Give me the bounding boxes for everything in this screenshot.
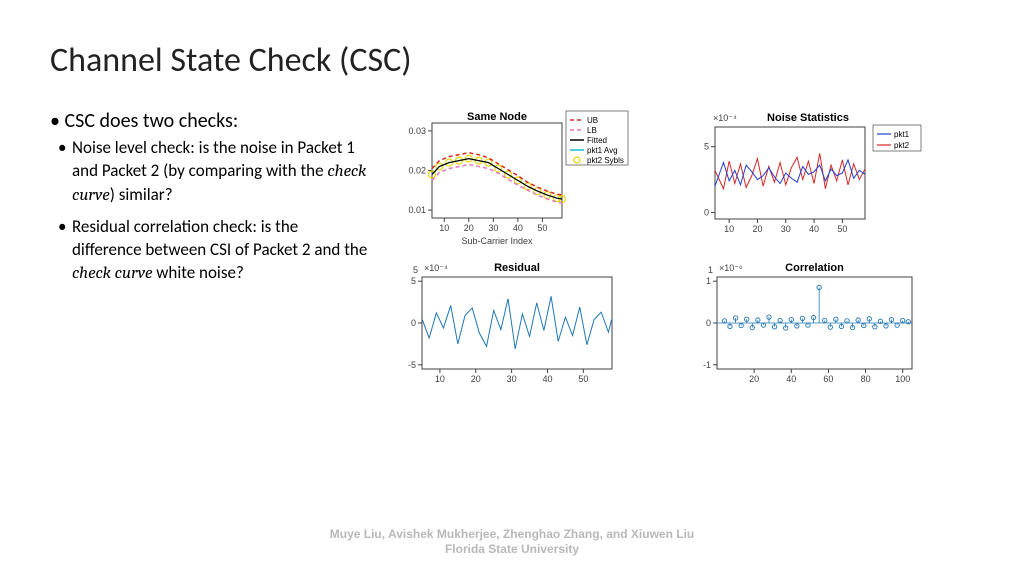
svg-text:UB: UB bbox=[587, 116, 598, 125]
slide-title: Channel State Check (CSC) bbox=[50, 40, 974, 81]
svg-text:40: 40 bbox=[513, 223, 523, 233]
svg-text:Noise Statistics: Noise Statistics bbox=[767, 112, 849, 124]
svg-text:1: 1 bbox=[706, 276, 711, 286]
svg-text:20: 20 bbox=[749, 374, 759, 384]
svg-text:40: 40 bbox=[809, 224, 819, 234]
svg-text:10: 10 bbox=[435, 374, 445, 384]
chart-same-node: Same Node 10 20 30 40 50 0.01 0.02 0.03 Sub-Carri… bbox=[390, 109, 630, 249]
svg-text:50: 50 bbox=[837, 224, 847, 234]
bullet-main: CSC does two checks: Noise level check: … bbox=[50, 109, 370, 286]
svg-text:100: 100 bbox=[895, 374, 910, 384]
svg-text:×10⁻⁴: ×10⁻⁴ bbox=[713, 113, 737, 123]
svg-text:0.02: 0.02 bbox=[408, 166, 426, 176]
svg-text:30: 30 bbox=[507, 374, 517, 384]
svg-text:10: 10 bbox=[724, 224, 734, 234]
svg-text:5: 5 bbox=[704, 142, 709, 152]
footer-authors: Muye Liu, Avishek Mukherjee, Zhenghao Zh… bbox=[0, 527, 1024, 543]
bullet-sub2: Residual correlation check: is the diffe… bbox=[72, 216, 370, 286]
slide-container: Channel State Check (CSC) CSC does two c… bbox=[0, 0, 1024, 399]
svg-text:pkt1: pkt1 bbox=[894, 130, 910, 139]
svg-text:Residual: Residual bbox=[494, 262, 540, 274]
footer: Muye Liu, Avishek Mukherjee, Zhenghao Zh… bbox=[0, 527, 1024, 558]
svg-text:1: 1 bbox=[708, 265, 713, 275]
svg-text:10: 10 bbox=[439, 223, 449, 233]
content-row: CSC does two checks: Noise level check: … bbox=[50, 109, 974, 399]
charts-grid: Same Node10203040500.010.020.03Sub-Carri… bbox=[390, 109, 974, 399]
svg-text:60: 60 bbox=[823, 374, 833, 384]
svg-text:0.03: 0.03 bbox=[408, 126, 426, 136]
svg-text:×10⁻⁴: ×10⁻⁴ bbox=[424, 263, 448, 273]
svg-text:20: 20 bbox=[471, 374, 481, 384]
svg-text:pkt2 Sybls: pkt2 Sybls bbox=[587, 156, 624, 165]
svg-text:50: 50 bbox=[537, 223, 547, 233]
svg-text:0: 0 bbox=[706, 318, 711, 328]
footer-affiliation: Florida State University bbox=[0, 542, 1024, 558]
chart-residual: Residual ×10⁻⁴ 5 10 20 30 40 50 -5 0 5 bbox=[390, 259, 630, 399]
svg-text:30: 30 bbox=[488, 223, 498, 233]
chart-correlation: Correlation ×10⁻⁶ 1 20 40 60 80 100 -1 0 1 bbox=[687, 259, 927, 399]
svg-text:×10⁻⁶: ×10⁻⁶ bbox=[719, 263, 743, 273]
svg-text:-5: -5 bbox=[408, 360, 416, 370]
svg-text:Same Node: Same Node bbox=[467, 111, 527, 123]
svg-text:pkt2: pkt2 bbox=[894, 141, 910, 150]
svg-text:40: 40 bbox=[786, 374, 796, 384]
chart-noise-stats: Noise Statistics ×10⁻⁴ 10 20 30 40 50 0 5 pkt1 pkt… bbox=[687, 109, 927, 249]
svg-text:20: 20 bbox=[752, 224, 762, 234]
svg-text:40: 40 bbox=[542, 374, 552, 384]
svg-text:30: 30 bbox=[781, 224, 791, 234]
svg-text:80: 80 bbox=[861, 374, 871, 384]
svg-text:5: 5 bbox=[413, 265, 418, 275]
svg-text:20: 20 bbox=[464, 223, 474, 233]
text-column: CSC does two checks: Noise level check: … bbox=[50, 109, 370, 399]
svg-text:Fitted: Fitted bbox=[587, 136, 607, 145]
svg-text:0.01: 0.01 bbox=[408, 205, 426, 215]
svg-text:0: 0 bbox=[704, 207, 709, 217]
svg-text:5: 5 bbox=[411, 276, 416, 286]
bullet-main-text: CSC does two checks: bbox=[64, 109, 238, 133]
svg-text:-1: -1 bbox=[703, 360, 711, 370]
svg-text:50: 50 bbox=[578, 374, 588, 384]
svg-text:LB: LB bbox=[587, 126, 597, 135]
bullet-sub1: Noise level check: is the noise in Packe… bbox=[72, 137, 370, 208]
svg-text:Sub-Carrier Index: Sub-Carrier Index bbox=[461, 236, 533, 246]
svg-text:pkt1 Avg: pkt1 Avg bbox=[587, 146, 618, 155]
svg-text:0: 0 bbox=[411, 318, 416, 328]
svg-text:Correlation: Correlation bbox=[785, 262, 844, 274]
